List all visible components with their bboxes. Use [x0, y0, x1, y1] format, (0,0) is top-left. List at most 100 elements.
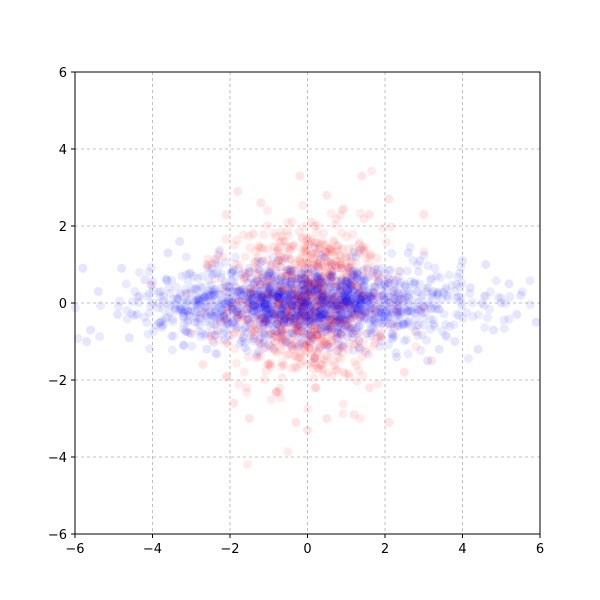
- blue-point: [204, 276, 214, 286]
- blue-point: [260, 300, 270, 310]
- blue-point: [406, 306, 416, 316]
- red-point: [284, 310, 294, 320]
- red-point: [350, 330, 360, 340]
- blue-point: [227, 304, 237, 314]
- blue-point: [286, 277, 296, 287]
- red-point: [283, 218, 293, 228]
- blue-point: [254, 347, 264, 357]
- blue-point: [331, 284, 341, 294]
- blue-point: [398, 288, 408, 298]
- blue-point: [381, 307, 391, 317]
- blue-point: [403, 318, 413, 328]
- red-point: [254, 241, 264, 251]
- blue-point: [303, 297, 313, 307]
- red-point: [212, 316, 222, 326]
- blue-point: [348, 345, 358, 355]
- blue-point: [265, 283, 275, 293]
- blue-point: [352, 272, 362, 282]
- blue-point: [327, 324, 337, 334]
- red-point: [304, 258, 314, 268]
- blue-point: [366, 293, 376, 303]
- blue-point: [347, 252, 357, 262]
- blue-point: [194, 296, 204, 306]
- red-point: [296, 302, 306, 312]
- blue-point: [307, 285, 317, 295]
- y-tick-label: −4: [48, 451, 67, 466]
- blue-point: [359, 285, 369, 295]
- red-point: [237, 297, 247, 307]
- red-point: [410, 326, 420, 336]
- blue-point: [191, 291, 201, 301]
- red-point: [304, 287, 314, 297]
- blue-point: [390, 331, 400, 341]
- red-point: [315, 318, 325, 328]
- blue-point: [322, 321, 332, 331]
- blue-point: [274, 290, 284, 300]
- red-point: [272, 327, 282, 337]
- blue-point: [434, 289, 444, 299]
- blue-point: [183, 317, 193, 327]
- blue-point: [242, 304, 252, 314]
- red-point: [370, 338, 380, 348]
- red-point: [388, 274, 398, 284]
- blue-point: [224, 287, 234, 297]
- blue-point: [203, 292, 213, 302]
- blue-point: [343, 322, 353, 332]
- red-point: [326, 209, 336, 219]
- blue-point: [301, 317, 311, 327]
- red-point: [276, 310, 286, 320]
- blue-point: [242, 314, 252, 324]
- blue-point: [403, 298, 413, 308]
- blue-point: [394, 289, 404, 299]
- red-point: [303, 263, 313, 273]
- red-point: [327, 316, 337, 326]
- blue-point: [263, 271, 273, 281]
- blue-point: [253, 308, 263, 318]
- blue-point: [311, 314, 321, 324]
- blue-point: [347, 324, 357, 334]
- blue-point: [292, 320, 302, 330]
- red-point: [261, 316, 271, 326]
- red-point: [356, 208, 366, 218]
- blue-point: [260, 318, 270, 328]
- blue-point: [267, 306, 277, 316]
- red-point: [332, 256, 342, 266]
- blue-point: [284, 294, 294, 304]
- red-point: [335, 295, 345, 305]
- blue-point: [368, 267, 378, 277]
- blue-point: [450, 337, 460, 346]
- red-point: [295, 291, 305, 301]
- blue-point: [209, 268, 219, 278]
- red-point: [290, 338, 300, 348]
- blue-point: [330, 310, 340, 320]
- blue-point: [206, 310, 216, 320]
- blue-point: [364, 301, 374, 311]
- blue-point: [211, 285, 221, 295]
- blue-point: [269, 272, 279, 282]
- blue-point: [286, 340, 296, 350]
- blue-point: [193, 304, 203, 314]
- blue-point: [392, 352, 402, 362]
- blue-point: [279, 288, 289, 298]
- blue-point: [351, 303, 361, 313]
- red-point: [330, 291, 340, 301]
- blue-point: [309, 243, 319, 253]
- red-point: [290, 295, 300, 305]
- red-point: [347, 313, 357, 323]
- red-point: [283, 297, 293, 307]
- blue-point: [183, 276, 193, 286]
- blue-point: [246, 288, 256, 298]
- blue-point: [350, 303, 360, 313]
- red-point: [211, 254, 221, 264]
- blue-point: [238, 325, 248, 335]
- red-point: [334, 313, 344, 323]
- blue-point: [281, 313, 291, 323]
- red-point: [222, 308, 232, 318]
- blue-point: [246, 298, 256, 308]
- blue-point: [175, 302, 185, 312]
- red-point: [311, 311, 321, 321]
- blue-point: [211, 348, 221, 358]
- blue-point: [227, 301, 237, 311]
- blue-point: [479, 300, 489, 310]
- red-point: [311, 261, 321, 271]
